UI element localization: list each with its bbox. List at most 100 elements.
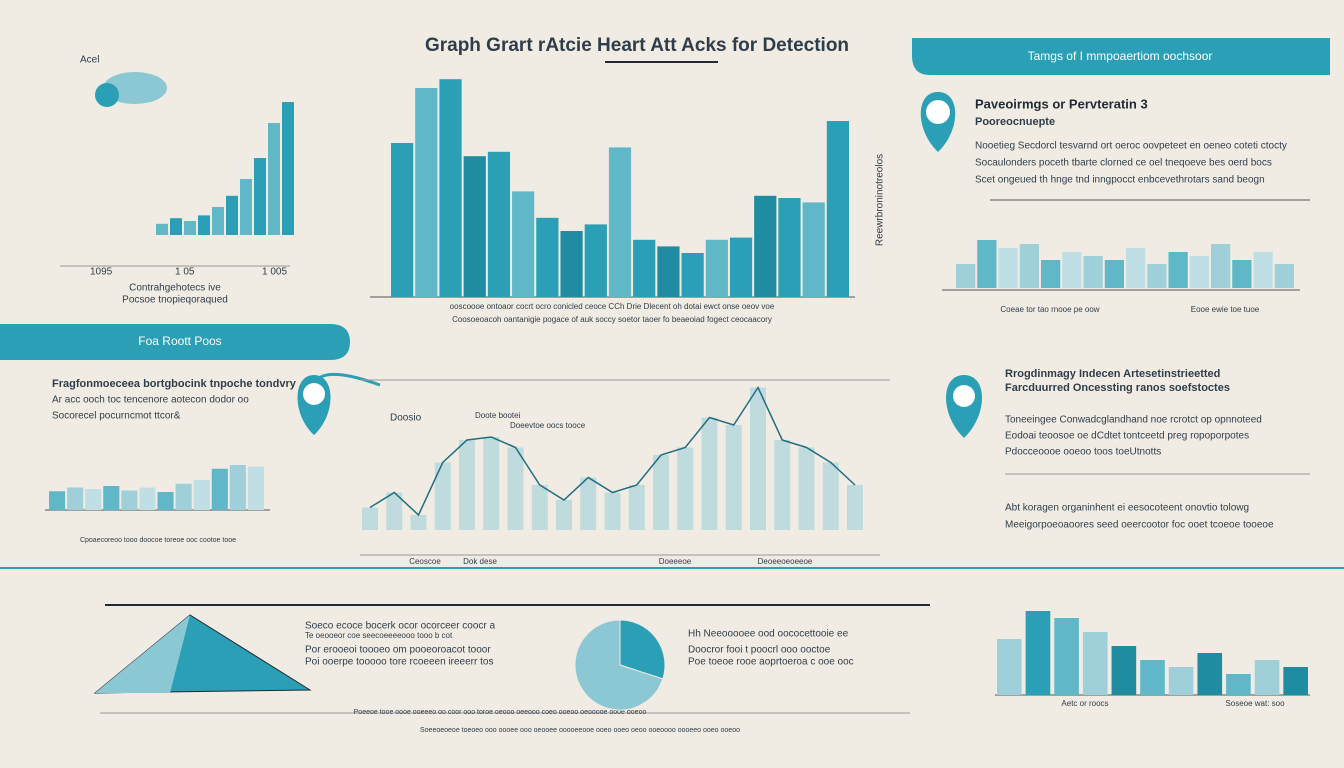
bar <box>556 500 572 530</box>
bar <box>254 158 266 235</box>
paragraph: Fragfonmoeceea bortgbocink tnpoche tondv… <box>52 378 297 390</box>
bar <box>175 483 192 510</box>
bar <box>826 121 849 297</box>
paragraph: Pdocceoooe ooeoo toos toeUtnotts <box>1005 447 1161 458</box>
label: Deoeeoeoeeoe <box>758 557 813 566</box>
pie-slice <box>574 619 664 711</box>
paragraph: Socaulonders poceth tbarte clorned ce oe… <box>975 158 1272 169</box>
pin-icon <box>303 383 325 405</box>
caption: Soseoe wat: soo <box>1225 699 1285 708</box>
tick: 1095 <box>90 267 113 278</box>
caption: Eooe ewie toe tuoe <box>1191 305 1260 314</box>
bar <box>184 221 196 235</box>
bar <box>657 246 680 297</box>
caption: Cpoaecoreoo tooo doocoe toreoe ooc cooto… <box>80 537 236 544</box>
bar <box>774 440 791 530</box>
bar <box>754 195 777 297</box>
bar <box>778 198 801 297</box>
text: Abt koragen organinhent ei eesocoteent o… <box>1005 503 1249 514</box>
bar <box>229 465 246 510</box>
bar <box>531 485 548 530</box>
banner-text: Tamgs of I mmpoaertiom oochsoor <box>1028 49 1213 63</box>
bar <box>1232 260 1252 288</box>
banner <box>912 38 1330 75</box>
bar <box>1197 653 1223 695</box>
title: Graph Grart rAtcie Heart Att Acks for De… <box>425 35 849 56</box>
paragraph: Por erooeoi toooeo om pooeoroacot tooor <box>305 645 491 656</box>
bar <box>386 492 403 530</box>
bar <box>268 123 280 235</box>
bar <box>121 490 138 510</box>
bar <box>1140 660 1165 695</box>
bar <box>415 88 438 297</box>
bar <box>139 487 156 510</box>
tick: 1 05 <box>175 267 195 278</box>
bar <box>725 425 742 530</box>
bar <box>211 468 228 510</box>
bar <box>1083 256 1103 288</box>
bar <box>483 437 500 530</box>
bar <box>701 417 718 530</box>
bar <box>463 156 486 297</box>
label: Ceoscoe <box>409 557 441 566</box>
bar <box>560 231 583 297</box>
paragraph: Hh Neeooooee ood oococettooie ee <box>688 629 849 640</box>
paragraph: Ar acc ooch toc tencenore aotecon dodor … <box>52 395 249 406</box>
bar <box>410 515 427 530</box>
caption: Aetc or roocs <box>1061 699 1108 708</box>
bar <box>1025 611 1051 695</box>
bar <box>750 387 766 530</box>
bar <box>212 207 224 235</box>
mountain <box>95 615 190 693</box>
bar <box>977 240 997 288</box>
bar <box>247 466 264 510</box>
bar <box>1253 252 1273 288</box>
bar <box>439 79 462 297</box>
paragraph: Soeco ecoce bocerk ocor ocorceer coocr a <box>305 621 496 632</box>
bar <box>1211 244 1231 288</box>
bar <box>998 248 1018 288</box>
bar <box>653 455 669 530</box>
bar <box>67 487 84 510</box>
bar <box>487 151 511 297</box>
bar <box>608 147 632 297</box>
bar <box>729 237 753 297</box>
bar <box>822 462 839 530</box>
paragraph: Scet ongeued th hnge tnd inngpocct enbce… <box>975 175 1265 186</box>
side-label: Reewrbroninotreolos <box>875 154 886 246</box>
pie-slice <box>619 619 666 680</box>
caption: Pocsoe tnopieqoraqued <box>122 295 228 306</box>
bar <box>1283 667 1308 695</box>
bar <box>847 485 863 530</box>
paragraph: Poi ooerpe tooooo tore rcoeeen ireeerr t… <box>305 657 493 668</box>
paragraph: Poe toeoe rooe aoprtoeroa c ooe ooc <box>688 657 854 668</box>
bar <box>434 462 451 530</box>
bar <box>1041 260 1061 288</box>
heading: Rrogdinmagy Indecen Artesetinstrieetted <box>1005 368 1220 380</box>
bar <box>956 264 976 288</box>
label: Doeeeoe <box>659 557 692 566</box>
bar <box>802 202 825 297</box>
icon <box>103 72 167 104</box>
paragraph: Socorecel pocurncmot ttcor& <box>52 411 181 422</box>
pin-icon <box>953 385 975 407</box>
tick: 1 005 <box>262 267 287 278</box>
bar <box>604 492 621 530</box>
bar <box>633 239 656 297</box>
bar <box>1104 260 1124 288</box>
bar <box>198 215 210 235</box>
icon <box>95 83 119 107</box>
bar <box>157 492 174 510</box>
label: Doeevtoe oocs tooce <box>510 421 586 430</box>
label: Dok dese <box>463 557 497 566</box>
bar <box>49 491 66 510</box>
bar <box>240 179 252 235</box>
bar <box>1062 252 1082 288</box>
banner-text: Foa Roott Poos <box>138 334 221 348</box>
paragraph: Toneeingee Conwadcglandhand noe rcrotct … <box>1005 415 1262 426</box>
bar <box>85 489 102 510</box>
pin-icon <box>926 100 950 124</box>
footer: Soeeoeoeoe toeoeo ooo oooee ooo oeooee o… <box>420 727 740 734</box>
bar <box>226 195 238 235</box>
